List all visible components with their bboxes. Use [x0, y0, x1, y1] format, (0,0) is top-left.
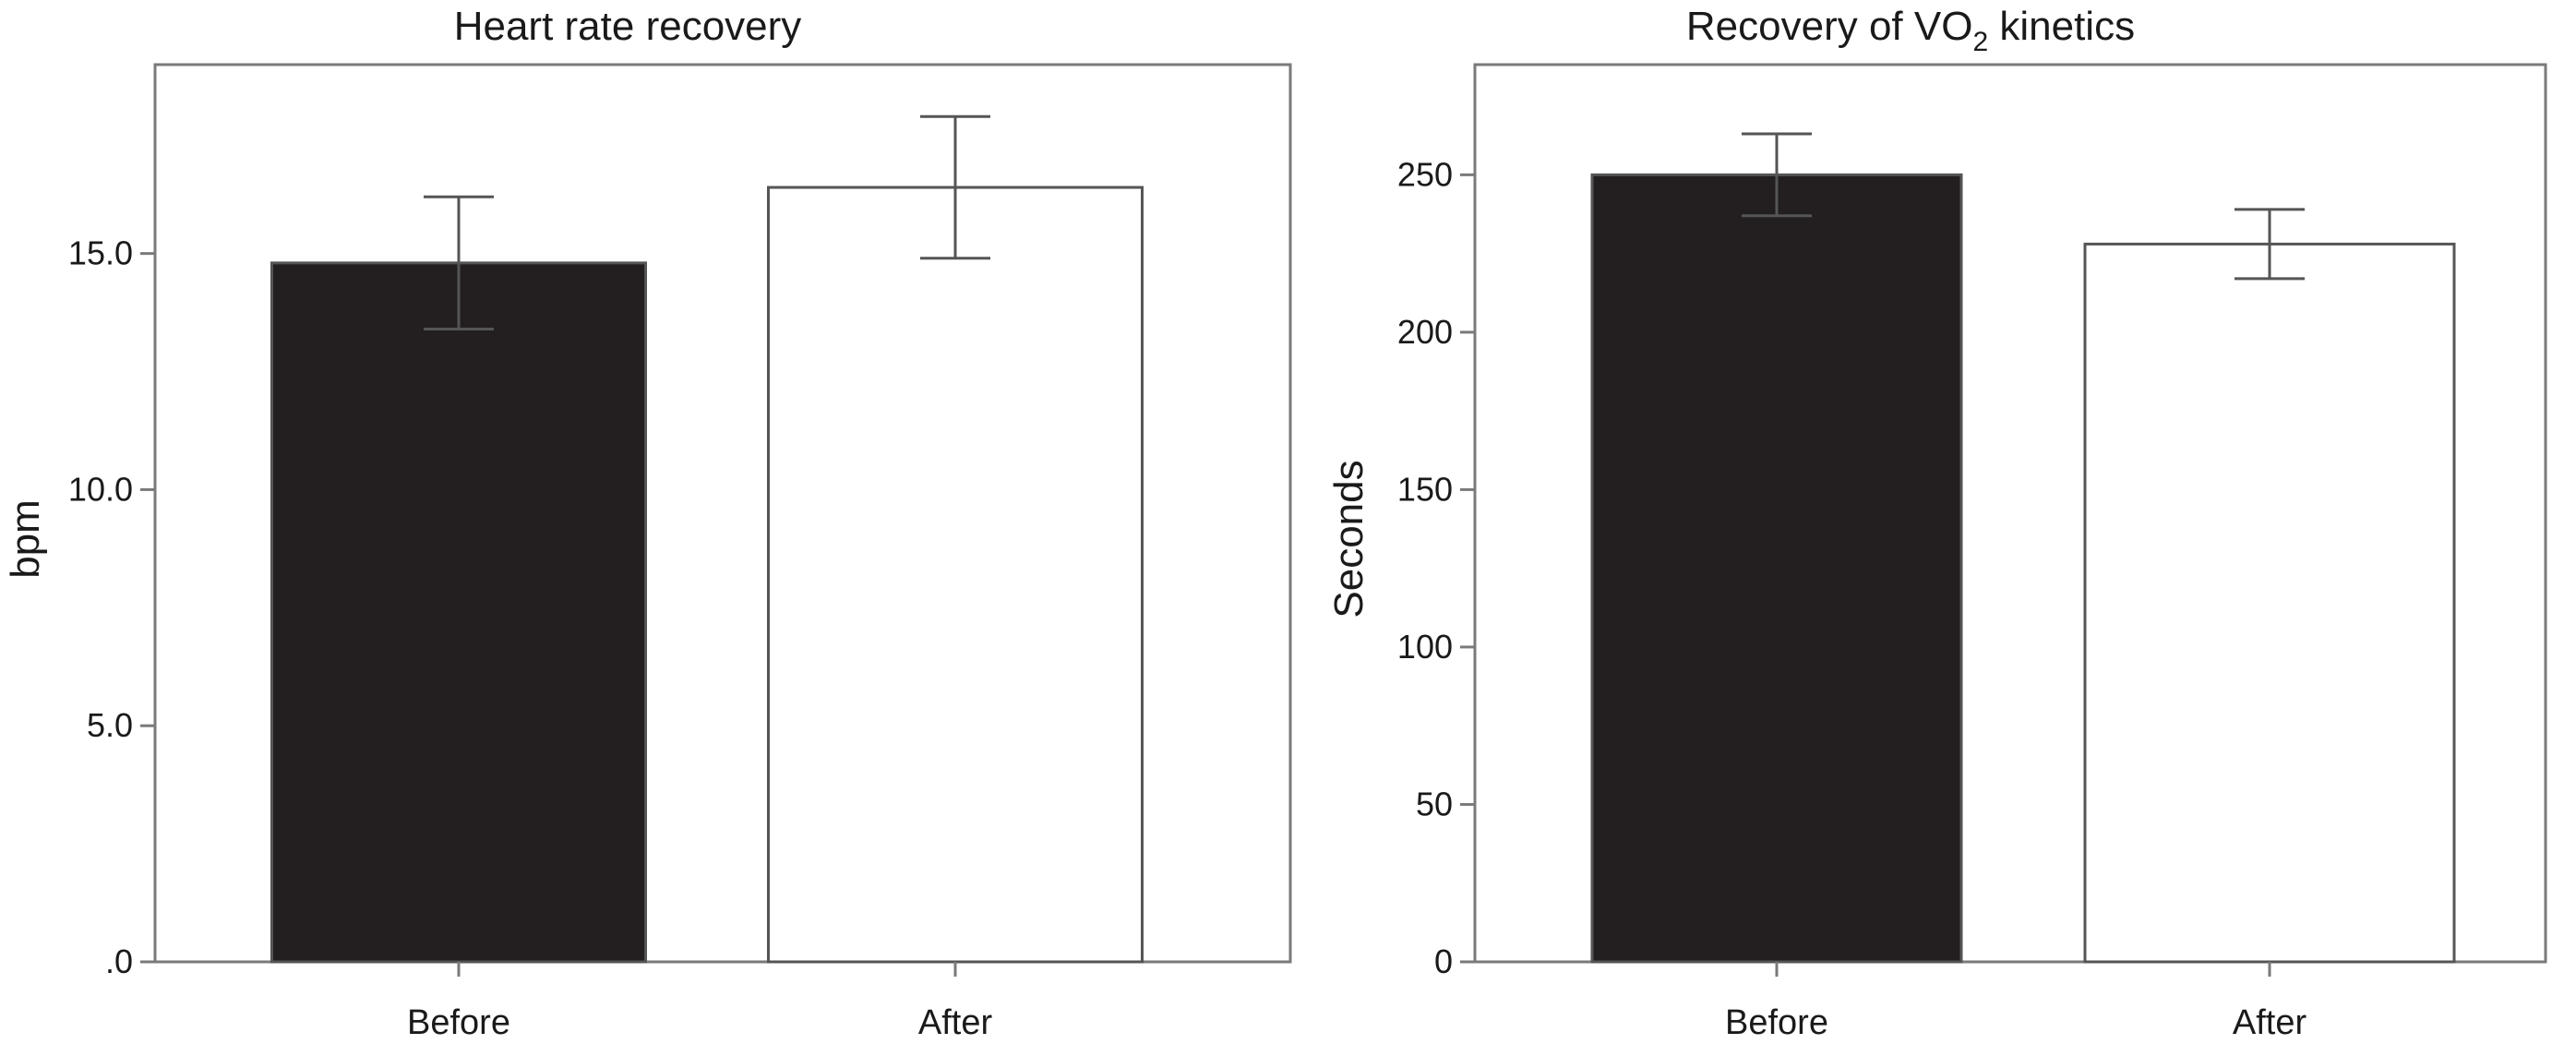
y-tick-label: 10.0: [68, 470, 133, 508]
bars: [1590, 173, 2456, 964]
bar-after: [2083, 242, 2456, 964]
bar-after: [767, 186, 1144, 964]
chart-title-suffix: kinetics: [1988, 4, 2135, 49]
y-axis-ticks: .0 5.0 10.0 15.0: [68, 234, 155, 980]
chart-title: Recovery of VO2 kinetics: [1686, 4, 2135, 57]
x-category-label: After: [2233, 1003, 2307, 1042]
y-tick-label: 15.0: [68, 234, 133, 272]
error-bars: [424, 114, 990, 330]
y-tick-label: 150: [1397, 470, 1453, 508]
y-tick-label: 50: [1416, 785, 1453, 822]
y-axis-label: bpm: [3, 499, 48, 579]
y-tick-label: 0: [1434, 942, 1453, 980]
chart-title-subscript: 2: [1972, 27, 1988, 57]
x-axis-categories: Before After: [1725, 962, 2306, 1042]
y-tick-label: 5.0: [87, 706, 133, 744]
bars: [270, 186, 1144, 964]
chart-title-main: Recovery of VO: [1686, 4, 1973, 49]
y-tick-label: 200: [1397, 313, 1453, 351]
y-axis-ticks: 0 50 100 150 200 250: [1397, 155, 1475, 980]
x-category-label: After: [918, 1003, 993, 1042]
chart-title: Heart rate recovery: [454, 4, 802, 49]
plot-frame: [153, 63, 1292, 964]
bar-before: [270, 261, 647, 964]
plot-frame: [1473, 63, 2547, 964]
y-tick-label: 250: [1397, 155, 1453, 193]
y-axis-label: Seconds: [1326, 460, 1372, 618]
chart-heart-rate-recovery: Heart rate recovery bpm .0 5.0 10.0 15.0 Be…: [3, 4, 1292, 1042]
error-bars: [1742, 132, 2305, 281]
bar-before: [1590, 173, 1963, 964]
x-category-label: Before: [407, 1003, 510, 1042]
y-tick-label: 100: [1397, 628, 1453, 666]
x-category-label: Before: [1725, 1003, 1828, 1042]
x-axis-categories: Before After: [407, 962, 992, 1042]
y-tick-label: .0: [105, 942, 133, 980]
chart-recovery-vo2-kinetics: Recovery of VO2 kinetics Seconds 0 50 100 1…: [1326, 4, 2547, 1042]
